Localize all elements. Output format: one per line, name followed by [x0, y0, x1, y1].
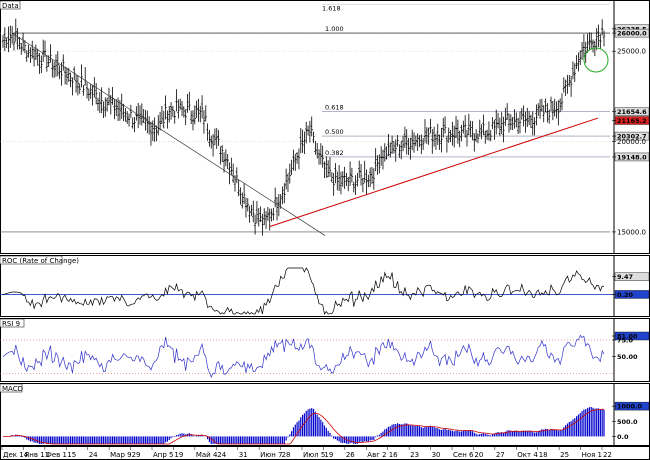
date-label: Дек 14 — [3, 451, 29, 459]
fib-level-label: 1.000 — [325, 25, 344, 33]
axis-tag-label: 21165.2 — [617, 117, 647, 125]
axis-tag-label: 81.00 — [617, 333, 638, 341]
fib-top-label: 1.618 — [322, 5, 341, 13]
date-label: Фев 1 — [46, 451, 67, 459]
date-label: Июл 5 — [303, 451, 325, 459]
roc-panel-title-box — [0, 255, 63, 265]
axis-label: 20000.0 — [617, 138, 646, 146]
axis-tag-label: 500.0 — [617, 418, 638, 426]
axis-label: 15000.0 — [617, 228, 646, 236]
downtrend-line — [11, 32, 326, 236]
roc-axis: 9.47 0.20 — [612, 272, 650, 299]
price-axis: 26238.526000.021654.621165.220302.719148… — [612, 24, 650, 236]
roc-line — [0, 267, 614, 315]
macd-histogram — [3, 406, 605, 445]
axis-tag-label: 75.0 — [617, 337, 634, 345]
date-label: Авг 2 — [367, 451, 386, 459]
rsi-line — [0, 334, 614, 378]
rsi-panel-title: RSI 9 — [2, 320, 20, 328]
date-label: 27 — [496, 451, 505, 459]
axis-tag-label: 19148.0 — [617, 153, 647, 161]
fibonacci-retracement[interactable]: 1.000 0.618 0.500 0.382 1.618 — [0, 3, 610, 233]
date-label: 24 — [89, 451, 98, 459]
date-label: Мар 9 — [110, 451, 131, 459]
date-label: Июн 7 — [260, 451, 282, 459]
rsi-series — [2, 334, 605, 378]
date-label: Май 4 — [196, 451, 218, 459]
price-panel-title: Data — [2, 2, 19, 10]
axis-tag-label: 1000.0 — [617, 403, 643, 411]
date-label: 30 — [432, 451, 441, 459]
macd-signal-line — [3, 408, 605, 445]
macd-axis: 1000.0 500.0 0.0 — [612, 401, 650, 441]
roc-panel[interactable]: ROC (Rate of Change) 9.47 0.20 — [0, 255, 650, 317]
date-label: 24 — [217, 451, 226, 459]
price-panel-title-box — [0, 0, 21, 10]
axis-tag-label: 26000.0 — [617, 30, 647, 38]
price-bars — [1, 18, 606, 236]
date-label: 26 — [346, 451, 355, 459]
date-label: 19 — [324, 451, 333, 459]
date-label: 31 — [239, 451, 248, 459]
date-label: 25 — [560, 451, 569, 459]
rsi-panel-title-box — [0, 318, 25, 328]
macd-panel[interactable]: MACD 1000.0 500.0 0.0 — [0, 383, 650, 446]
axis-tag-label: 20302.7 — [617, 133, 647, 141]
uptrend-line — [269, 117, 599, 227]
axis-label: 25000.0 — [617, 48, 646, 56]
fib-level-label: 0.500 — [325, 128, 344, 136]
macd-panel-title: MACD — [2, 385, 23, 393]
roc-series — [2, 267, 605, 315]
axis-tag-label: 21654.6 — [617, 108, 647, 116]
date-label: 29 — [132, 451, 141, 459]
date-label: 22 — [603, 451, 612, 459]
fib-level-label: 0.382 — [325, 149, 344, 157]
fib-level-label: 0.618 — [325, 104, 344, 112]
date-label: 28 — [282, 451, 291, 459]
axis-tag-label: 9.47 — [617, 273, 633, 281]
date-label: 23 — [410, 451, 419, 459]
date-label: Апр 5 — [153, 451, 174, 459]
date-label: Янв 11 — [24, 451, 49, 459]
macd-panel-title-box — [0, 383, 23, 393]
roc-panel-title: ROC (Rate of Change) — [2, 257, 79, 265]
date-label: Окт 4 — [517, 451, 538, 459]
axis-tag-label: 0.20 — [617, 291, 634, 299]
axis-tag-label: 50.00 — [617, 353, 638, 361]
date-label: 20 — [474, 451, 483, 459]
trendlines[interactable] — [11, 32, 599, 236]
date-label: 16 — [389, 451, 398, 459]
date-label: 18 — [539, 451, 548, 459]
date-label: 19 — [174, 451, 183, 459]
date-label: Ноя 1 — [582, 451, 602, 459]
highlight-circle — [583, 47, 609, 73]
axis-tag-label: 0.0 — [617, 433, 629, 441]
date-label: Сен 6 — [453, 451, 474, 459]
date-label: 15 — [67, 451, 76, 459]
